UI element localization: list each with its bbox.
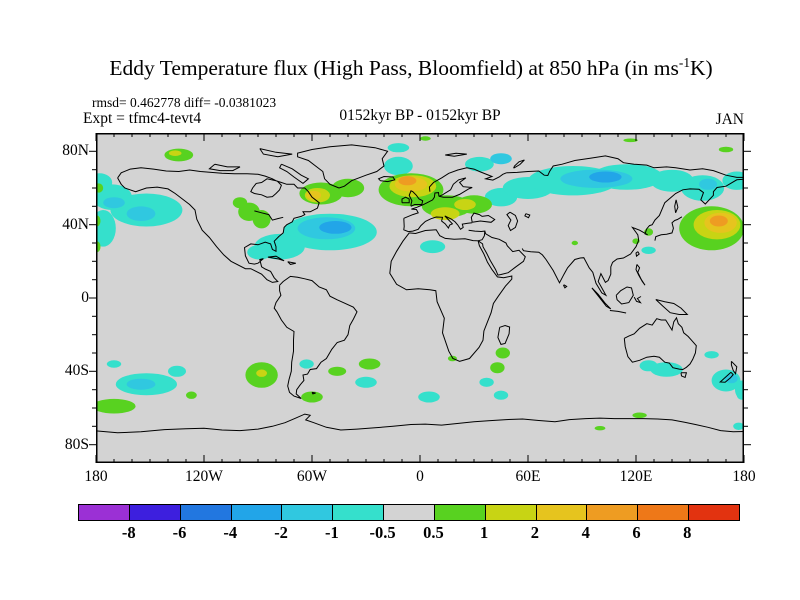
month-label: JAN bbox=[715, 111, 744, 128]
colorbar-tick-label: 0.5 bbox=[423, 523, 444, 542]
colorbar-cell bbox=[484, 505, 536, 520]
colorbar-cell bbox=[637, 505, 689, 520]
colorbar-cell bbox=[586, 505, 638, 520]
lat-tick-label: 40S bbox=[64, 362, 89, 380]
colorbar-tick-label: 8 bbox=[683, 523, 692, 542]
colorbar-cell bbox=[230, 505, 282, 520]
title-superscript: -1 bbox=[678, 55, 690, 70]
colorbar-tick-label: -8 bbox=[121, 523, 136, 542]
title-text: Eddy Temperature flux (High Pass, Bloomf… bbox=[109, 56, 679, 81]
lat-tick-label: 0 bbox=[81, 289, 89, 306]
lon-tick-label: 60E bbox=[515, 468, 541, 485]
colorbar-cell bbox=[179, 505, 231, 520]
colorbar-tick-label: 1 bbox=[480, 523, 489, 542]
colorbar-tick-label: 4 bbox=[581, 523, 590, 542]
colorbar-tick-label: 2 bbox=[530, 523, 540, 542]
colorbar-cell bbox=[535, 505, 587, 520]
lat-tick-label: 80N bbox=[62, 142, 89, 160]
experiment-label: Expt = tfmc4-tevt4 bbox=[83, 110, 202, 127]
page-title: Eddy Temperature flux (High Pass, Bloomf… bbox=[22, 55, 800, 81]
colorbar-cell bbox=[433, 505, 485, 520]
colorbar-cell bbox=[383, 505, 434, 520]
world-map-plot bbox=[89, 133, 751, 463]
lon-tick-label: 180 bbox=[84, 468, 108, 485]
colorbar-cell bbox=[688, 505, 739, 520]
colorbar-tick-label: -0.5 bbox=[369, 523, 396, 542]
colorbar-tick-label: -6 bbox=[172, 523, 187, 542]
colorbar-tick-label: -2 bbox=[274, 523, 288, 542]
colorbar-cell bbox=[332, 505, 384, 520]
stats-line: rmsd= 0.462778 diff= -0.0381023 bbox=[92, 95, 277, 110]
lon-tick-label: 0 bbox=[416, 468, 424, 485]
title-units-suffix: K) bbox=[689, 56, 713, 81]
colorbar-tick-label: -4 bbox=[223, 523, 238, 542]
colorbar-tick-label: -1 bbox=[324, 523, 339, 542]
colorbar-cell bbox=[128, 505, 180, 520]
lon-tick-label: 120E bbox=[619, 468, 653, 485]
lon-tick-label: 60W bbox=[296, 468, 328, 485]
colorbar-tick-label: 6 bbox=[632, 523, 641, 542]
lon-tick-label: 120W bbox=[185, 468, 223, 485]
colorbar-cell bbox=[281, 505, 333, 520]
lat-tick-label: 40N bbox=[62, 215, 89, 233]
colorbar-cell bbox=[79, 505, 129, 520]
period-label: 0152kyr BP - 0152kyr BP bbox=[339, 107, 501, 124]
lat-tick-label: 80S bbox=[64, 435, 89, 453]
lon-tick-label: 180 bbox=[732, 468, 756, 485]
colorbar bbox=[78, 504, 740, 521]
